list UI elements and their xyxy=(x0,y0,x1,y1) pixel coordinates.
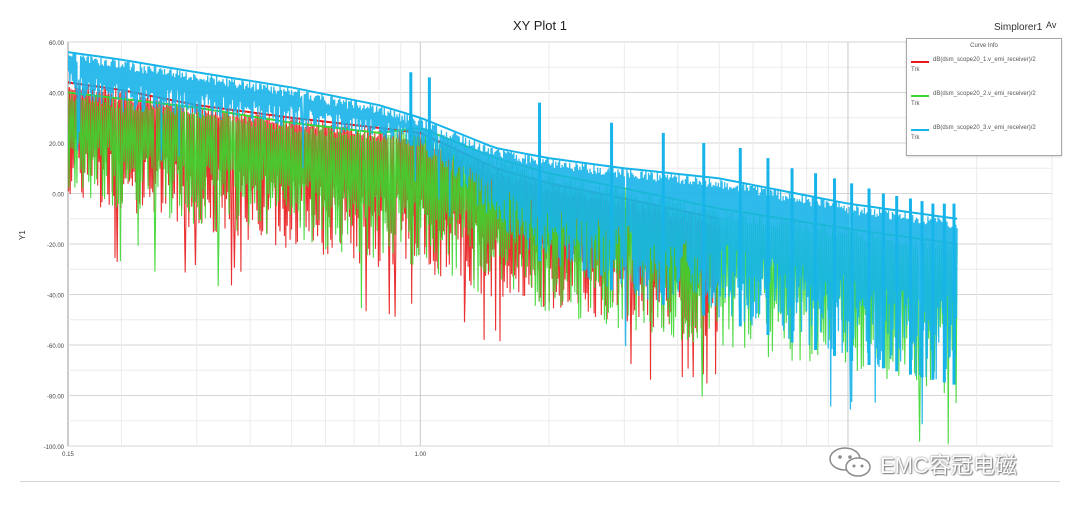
legend-unit: Trk xyxy=(911,135,920,141)
y-tick-label: -80.00 xyxy=(47,395,65,401)
legend-label: dB(dsm_scope20_1.v_emi_receiver)/2 xyxy=(933,57,1036,63)
corner-tag: Av xyxy=(1046,20,1057,30)
y-tick-label: 0.00 xyxy=(52,193,64,199)
legend-item-series-2[interactable]: dB(dsm_scope20_2.v_emi_receiver)/2 Trk xyxy=(911,91,1057,113)
legend-item-series-1[interactable]: dB(dsm_scope20_1.v_emi_receiver)/2 Trk xyxy=(911,57,1057,79)
y-tick-label: -100.00 xyxy=(44,445,65,451)
legend-title: Curve Info xyxy=(970,43,998,49)
x-tick-label: 1.00 xyxy=(414,452,426,458)
series-envelope-3 xyxy=(68,51,958,220)
chart-title: XY Plot 1 xyxy=(513,18,567,33)
legend-unit: Trk xyxy=(911,67,920,73)
design-name-label: Simplorer1 xyxy=(994,22,1043,33)
legend-swatch-red xyxy=(911,61,929,63)
y-tick-label: -20.00 xyxy=(47,243,65,249)
y-tick-label: 20.00 xyxy=(49,142,65,148)
y-tick-label: 60.00 xyxy=(49,41,65,47)
x-tick-label: 0.15 xyxy=(62,452,74,458)
y-tick-label: -60.00 xyxy=(47,344,65,350)
y-tick-label: -40.00 xyxy=(47,294,65,300)
wechat-icon xyxy=(829,447,871,477)
watermark: EMC容冠电磁 xyxy=(828,444,1058,480)
y-tick-label: 40.00 xyxy=(49,92,65,98)
legend-item-series-3[interactable]: dB(dsm_scope20_3.v_emi_receiver)/2 Trk xyxy=(911,125,1057,147)
legend-unit: Trk xyxy=(911,101,920,107)
legend-swatch-blue xyxy=(911,129,929,131)
y-axis-label: Y1 xyxy=(18,230,27,240)
legend-label: dB(dsm_scope20_3.v_emi_receiver)/2 xyxy=(933,125,1036,131)
legend-label: dB(dsm_scope20_2.v_emi_receiver)/2 xyxy=(933,91,1036,97)
series-line-3 xyxy=(68,53,958,425)
legend-swatch-green xyxy=(911,95,929,97)
divider xyxy=(20,481,1060,482)
legend-box[interactable]: Curve Info dB(dsm_scope20_1.v_emi_receiv… xyxy=(906,38,1062,156)
watermark-text: EMC容冠电磁 xyxy=(880,453,1017,478)
